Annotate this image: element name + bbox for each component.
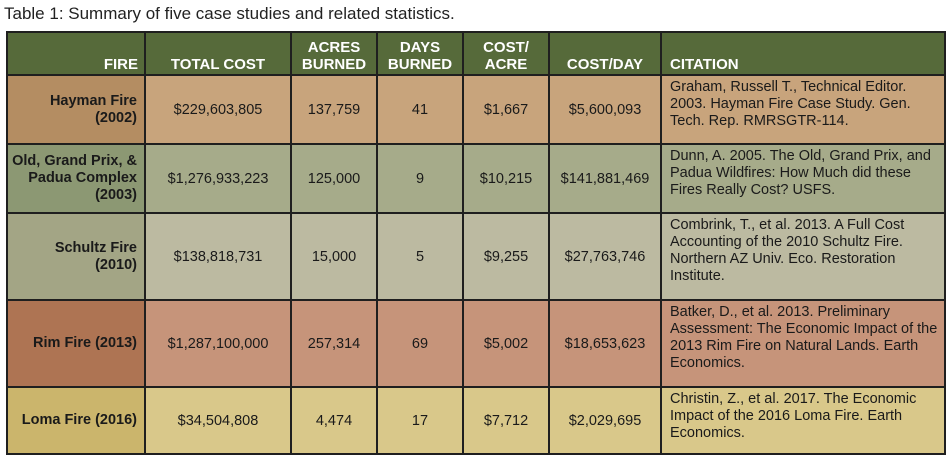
citation: Dunn, A. 2005. The Old, Grand Prix, and … — [660, 143, 946, 214]
header-citation: CITATION — [660, 31, 946, 76]
header-fire: FIRE — [6, 31, 146, 76]
total-cost: $34,504,808 — [144, 386, 292, 455]
cost-per-acre: $5,002 — [462, 299, 550, 388]
acres-burned: 15,000 — [290, 212, 378, 301]
acres-burned: 137,759 — [290, 74, 378, 145]
fire-name: Schultz Fire (2010) — [6, 212, 146, 301]
acres-burned: 257,314 — [290, 299, 378, 388]
header-days-burned: DAYS BURNED — [376, 31, 464, 76]
citation: Combrink, T., et al. 2013. A Full Cost A… — [660, 212, 946, 301]
total-cost: $138,818,731 — [144, 212, 292, 301]
header-total-cost: TOTAL COST — [144, 31, 292, 76]
header-row: FIRE TOTAL COST ACRES BURNED DAYS BURNED… — [6, 31, 946, 76]
total-cost: $1,287,100,000 — [144, 299, 292, 388]
acres-burned: 125,000 — [290, 143, 378, 214]
cost-per-acre: $1,667 — [462, 74, 550, 145]
days-burned: 41 — [376, 74, 464, 145]
cost-per-acre: $10,215 — [462, 143, 550, 214]
days-burned: 5 — [376, 212, 464, 301]
table-row-hayman: Hayman Fire (2002) $229,603,805 137,759 … — [6, 74, 946, 145]
acres-burned: 4,474 — [290, 386, 378, 455]
table-caption: Table 1: Summary of five case studies an… — [4, 4, 455, 23]
citation: Christin, Z., et al. 2017. The Economic … — [660, 386, 946, 455]
cost-per-acre: $7,712 — [462, 386, 550, 455]
cost-per-acre: $9,255 — [462, 212, 550, 301]
table-row-old-grand-prix-padua: Old, Grand Prix, & Padua Complex (2003) … — [6, 143, 946, 214]
citation: Graham, Russell T., Technical Editor. 20… — [660, 74, 946, 145]
table-row-schultz: Schultz Fire (2010) $138,818,731 15,000 … — [6, 212, 946, 301]
table-row-rim: Rim Fire (2013) $1,287,100,000 257,314 6… — [6, 299, 946, 388]
case-studies-table: FIRE TOTAL COST ACRES BURNED DAYS BURNED… — [6, 31, 946, 455]
header-cost-per-day: COST/DAY — [548, 31, 662, 76]
table-row-loma: Loma Fire (2016) $34,504,808 4,474 17 $7… — [6, 386, 946, 455]
citation: Batker, D., et al. 2013. Preliminary Ass… — [660, 299, 946, 388]
days-burned: 9 — [376, 143, 464, 214]
cost-per-day: $5,600,093 — [548, 74, 662, 145]
fire-name: Hayman Fire (2002) — [6, 74, 146, 145]
fire-name: Loma Fire (2016) — [6, 386, 146, 455]
days-burned: 17 — [376, 386, 464, 455]
total-cost: $1,276,933,223 — [144, 143, 292, 214]
days-burned: 69 — [376, 299, 464, 388]
total-cost: $229,603,805 — [144, 74, 292, 145]
cost-per-day: $141,881,469 — [548, 143, 662, 214]
header-cost-per-acre: COST/ ACRE — [462, 31, 550, 76]
cost-per-day: $18,653,623 — [548, 299, 662, 388]
cost-per-day: $27,763,746 — [548, 212, 662, 301]
header-acres-burned: ACRES BURNED — [290, 31, 378, 76]
fire-name: Rim Fire (2013) — [6, 299, 146, 388]
cost-per-day: $2,029,695 — [548, 386, 662, 455]
fire-name: Old, Grand Prix, & Padua Complex (2003) — [6, 143, 146, 214]
